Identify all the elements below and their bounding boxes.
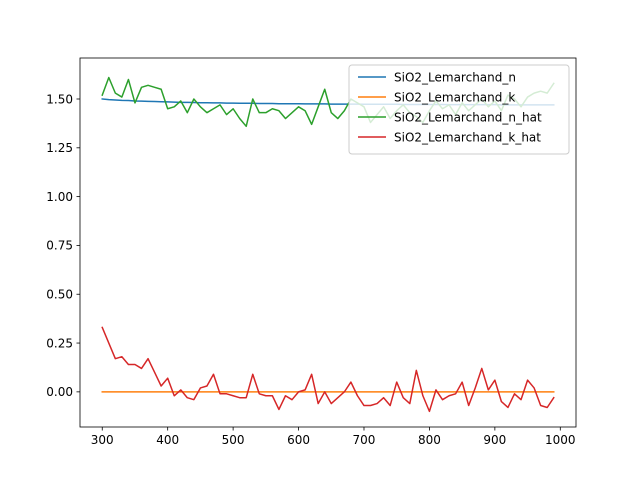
x-tick-label: 1000 <box>545 433 576 447</box>
legend-entry-label: SiO2_Lemarchand_n_hat <box>394 110 542 124</box>
legend-entry-label: SiO2_Lemarchand_n <box>394 70 516 84</box>
y-tick-label: 0.25 <box>46 336 73 350</box>
y-tick-label: 0.50 <box>46 288 73 302</box>
legend-entry-label: SiO2_Lemarchand_k_hat <box>394 130 541 144</box>
y-tick-label: 1.50 <box>46 92 73 106</box>
y-tick-label: 0.75 <box>46 239 73 253</box>
axes: 300 400 500 600 700 800 900 1000 0.00 0.25 0.50 0.7… <box>46 57 577 447</box>
x-tick-label: 400 <box>156 433 179 447</box>
y-tick-label: 0.00 <box>46 385 73 399</box>
y-tick-label: 1.25 <box>46 141 73 155</box>
x-tick-label: 900 <box>483 433 506 447</box>
legend-entry-label: SiO2_Lemarchand_k <box>394 90 515 104</box>
x-tick-label: 300 <box>91 433 114 447</box>
y-tick-label: 1.00 <box>46 190 73 204</box>
legend-box <box>348 64 570 155</box>
series-line-3 <box>101 326 555 413</box>
x-tick-label: 700 <box>353 433 376 447</box>
legend: SiO2_Lemarchand_n SiO2_Lemarchand_k SiO2_L… <box>348 64 570 155</box>
x-tick-label: 500 <box>222 433 245 447</box>
axes-frame <box>79 57 577 428</box>
x-tick-label: 600 <box>287 433 310 447</box>
x-tick-label: 800 <box>418 433 441 447</box>
